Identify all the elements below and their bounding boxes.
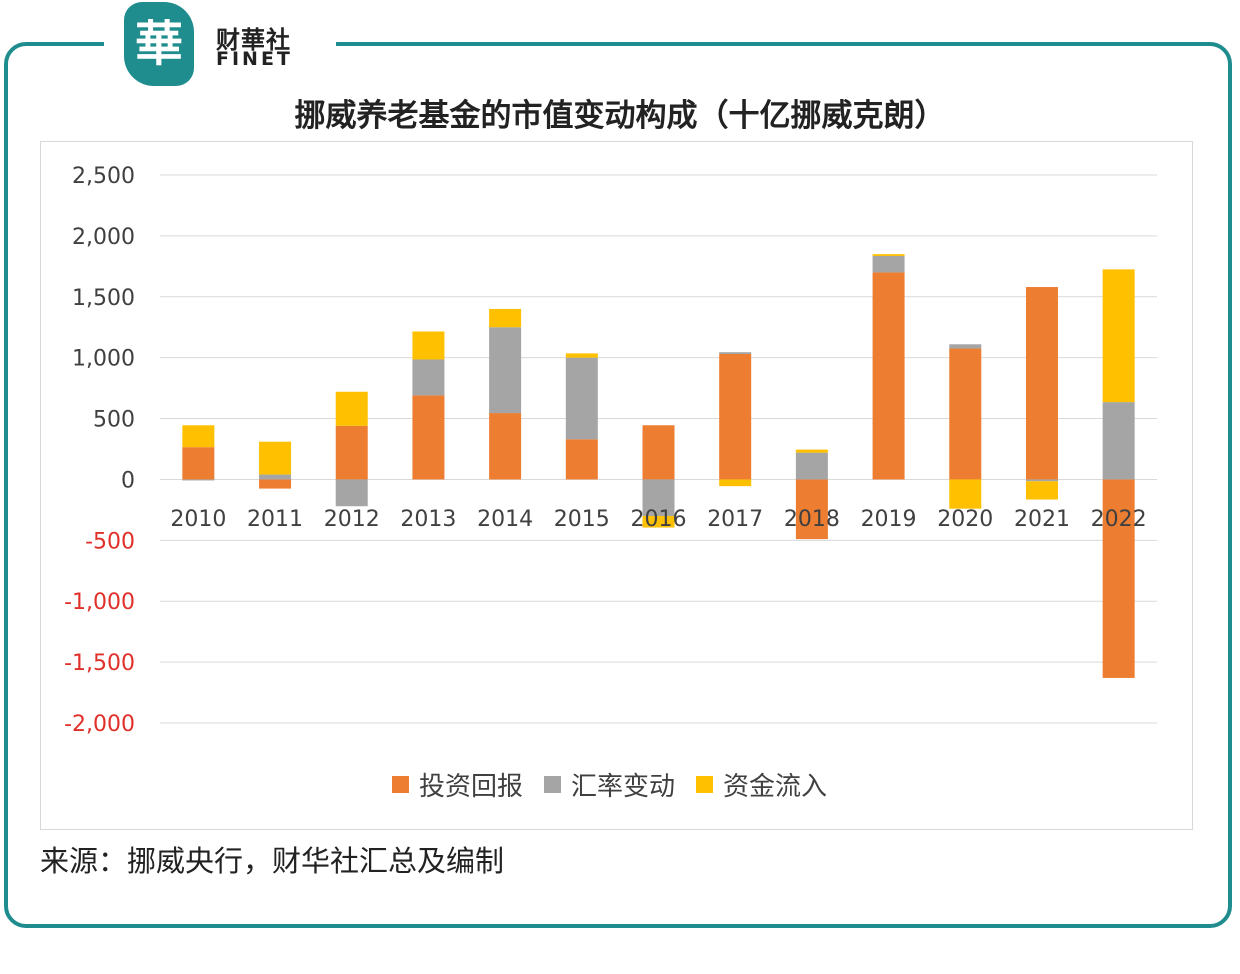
x-tick-label: 2017 xyxy=(707,507,763,532)
logo-en-text: FINET xyxy=(216,48,293,70)
bar-segment xyxy=(719,479,752,487)
source-note: 来源：挪威央行，财华社汇总及编制 xyxy=(40,844,505,878)
bar-segment xyxy=(1102,269,1135,403)
bar-segment xyxy=(795,479,828,540)
x-tick-label: 2013 xyxy=(400,507,456,532)
x-tick-label: 2010 xyxy=(170,507,226,532)
bar-segment xyxy=(335,479,368,507)
bar-segment xyxy=(565,439,598,480)
chart-area xyxy=(40,141,1193,830)
y-tick-label: -500 xyxy=(85,529,135,554)
y-tick-label: 1,000 xyxy=(72,347,135,372)
bar-segment xyxy=(795,449,828,453)
bar-segment xyxy=(489,327,522,414)
y-tick-label: -2,000 xyxy=(64,712,135,737)
legend-swatch xyxy=(544,776,561,793)
x-tick-label: 2020 xyxy=(937,507,993,532)
bar-segment xyxy=(259,474,292,480)
y-tick-label: 1,500 xyxy=(72,286,135,311)
bar-segment xyxy=(872,255,905,273)
bar-segment xyxy=(1102,479,1135,678)
x-tick-label: 2011 xyxy=(247,507,303,532)
bar-segment xyxy=(1025,287,1058,480)
bar-segment xyxy=(642,479,675,516)
y-tick-label: 2,500 xyxy=(72,164,135,189)
y-tick-label: 500 xyxy=(93,408,135,433)
bar-segment xyxy=(719,352,752,355)
bar-segment xyxy=(1102,402,1135,480)
x-tick-label: 2019 xyxy=(861,507,917,532)
bar-segment xyxy=(949,479,982,509)
legend-swatch xyxy=(392,776,409,793)
bar-segment xyxy=(565,353,598,358)
legend-swatch xyxy=(696,776,713,793)
chart-title: 挪威养老基金的市值变动构成（十亿挪威克朗） xyxy=(294,98,946,134)
x-tick-label: 2018 xyxy=(784,507,840,532)
bar-segment xyxy=(565,357,598,440)
bar-segment xyxy=(719,354,752,480)
legend-label: 资金流入 xyxy=(723,772,827,802)
bar-segment xyxy=(182,447,215,480)
bar-segment xyxy=(335,391,368,426)
x-tick-label: 2012 xyxy=(324,507,380,532)
legend-label: 汇率变动 xyxy=(571,772,675,802)
x-tick-label: 2015 xyxy=(554,507,610,532)
bar-segment xyxy=(259,441,292,475)
bar-segment xyxy=(412,395,445,480)
logo-mark-icon: 華 xyxy=(124,2,194,86)
bar-segment xyxy=(489,308,522,328)
y-tick-label: -1,500 xyxy=(64,651,135,676)
x-tick-label: 2014 xyxy=(477,507,533,532)
y-tick-label: 0 xyxy=(121,468,135,493)
finet-logo: 華 财華社 FINET xyxy=(104,0,336,92)
bar-segment xyxy=(182,479,215,481)
bar-segment xyxy=(1025,479,1058,482)
bar-segment xyxy=(489,413,522,480)
bar-segment xyxy=(949,348,982,480)
bar-segment xyxy=(949,344,982,349)
bar-segment xyxy=(182,425,215,448)
bar-segment xyxy=(1025,481,1058,500)
legend-label: 投资回报 xyxy=(419,772,523,802)
x-tick-label: 2021 xyxy=(1014,507,1070,532)
bar-segment xyxy=(795,452,828,480)
bar-segment xyxy=(335,425,368,480)
x-tick-label: 2022 xyxy=(1091,507,1147,532)
bar-segment xyxy=(642,425,675,480)
x-tick-label: 2016 xyxy=(631,507,687,532)
bar-segment xyxy=(259,479,292,489)
y-tick-label: -1,000 xyxy=(64,590,135,615)
logo-cn-text: 财華社 xyxy=(216,26,291,54)
y-tick-label: 2,000 xyxy=(72,225,135,250)
bar-segment xyxy=(412,331,445,360)
bar-segment xyxy=(412,359,445,396)
bar-segment xyxy=(642,515,675,528)
bar-segment xyxy=(872,272,905,480)
bar-segment xyxy=(872,254,905,256)
